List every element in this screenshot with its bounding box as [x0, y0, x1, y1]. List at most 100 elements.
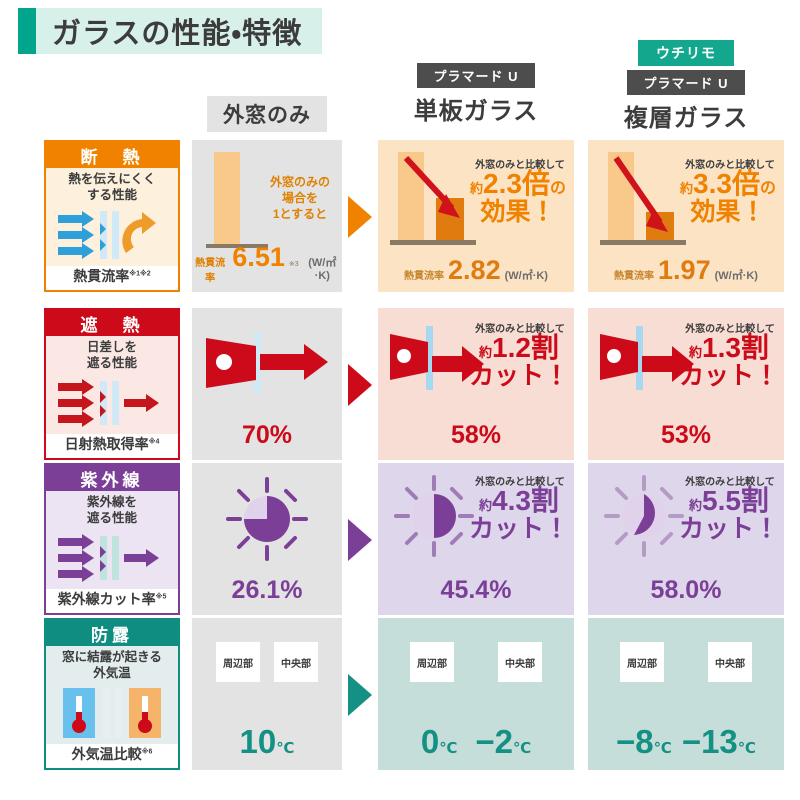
row-label-shading: 遮 熱 日差しを 遮る性能 — [44, 308, 180, 460]
metric-label: 熱貫流率 — [404, 271, 445, 282]
chip-edge: 周辺部 — [410, 642, 454, 682]
row-label-sub: 日差しを 遮る性能 — [86, 340, 137, 370]
bar-chart-baseline: 外窓のみの 場合を 1とすると — [192, 140, 342, 292]
column-header-baseline-label: 外窓のみ — [207, 96, 327, 132]
temp-value-edge: 0℃ — [421, 725, 458, 758]
brand-badge-pramado-u: プラマード U — [627, 70, 745, 95]
cell-insulation-baseline: 外窓のみの 場合を 1とすると 熱貫流率 6.51 ※3 (W/㎡·K) — [192, 140, 342, 292]
chip-center: 中央部 — [708, 642, 752, 682]
row-label-head: 遮 熱 — [46, 310, 178, 336]
row-label-foot-text: 熱貫流率 — [73, 268, 130, 284]
row-label-foot-sup: ※1※2 — [129, 270, 151, 278]
effect-approx: 約 — [470, 181, 484, 196]
arrow-triangle-uv — [348, 519, 372, 561]
row-shading: 遮 熱 日差しを 遮る性能 — [0, 308, 800, 460]
metric-baseline-insulation: 熱貫流率 6.51 ※3 (W/㎡·K) — [192, 242, 342, 285]
row-insulation: 断 熱 熱を伝えにくく する性能 — [0, 140, 800, 292]
title-accent-bar — [18, 8, 36, 54]
row-label-head: 断 熱 — [46, 142, 178, 168]
temp-number: 10 — [239, 723, 277, 760]
row-label-body: 熱を伝えにくく する性能 — [46, 168, 178, 266]
effect-suffix: の — [549, 180, 566, 197]
chip-row-double: 周辺部 中央部 — [588, 642, 784, 682]
effect-number: 5.5割 — [702, 485, 769, 516]
page-title-text: ガラスの性能・特徴 — [52, 18, 303, 50]
temp-degree: ℃ — [512, 740, 532, 757]
row-label-sub: 紫外線を 遮る性能 — [86, 495, 137, 525]
temp-number: −2 — [475, 723, 513, 760]
effect-approx: 約 — [479, 498, 493, 513]
row-label-body: 日差しを 遮る性能 — [46, 336, 178, 434]
effect-number: 2.3倍 — [483, 168, 550, 199]
row-label-head: 防露 — [46, 620, 178, 646]
row-label-foot-text: 外気温比較 — [71, 746, 142, 762]
chip-row-single: 周辺部 中央部 — [378, 642, 574, 682]
row-label-foot: 外気温比較※6 — [46, 744, 178, 768]
column-header-baseline: 外窓のみ — [192, 96, 342, 132]
effect-callout-double: 約1.3割 カット！ — [676, 334, 782, 389]
brand-badge-uchirimo: ウチリモ — [638, 40, 734, 66]
row-label-body: 窓に結露が起きる 外気温 — [46, 646, 178, 744]
row-label-head: 紫外線 — [46, 465, 178, 491]
effect-number: 1.2割 — [492, 332, 559, 363]
effect-callout-single: 約1.2割 カット！ — [466, 334, 572, 389]
brand-badge-pramado-u: プラマード U — [417, 63, 535, 88]
row-label-foot-sup: ※6 — [141, 748, 153, 756]
metric-unit: (W/㎡·K) — [504, 270, 548, 282]
temp-degree: ℃ — [653, 740, 672, 757]
arrow-triangle-shading — [348, 364, 372, 406]
metric-label: 熱貫流率 — [614, 271, 655, 282]
row-label-body: 紫外線を 遮る性能 — [46, 491, 178, 589]
effect-approx: 約 — [689, 498, 703, 513]
cell-condensation-double: 周辺部 中央部 −8℃ −13℃ — [588, 618, 784, 770]
effect-line2: カット！ — [678, 362, 779, 390]
compare-note: 外窓のみと比較して — [685, 160, 775, 171]
temp-number: −8 — [616, 723, 654, 760]
effect-callout-double: 約5.5割 カット！ — [676, 487, 782, 542]
metric-baseline-shading: 70% — [241, 421, 293, 449]
temp-degree: ℃ — [737, 740, 756, 757]
title-band: ガラスの性能・特徴 — [36, 8, 323, 54]
metric-sup: ※3 — [288, 261, 299, 268]
row-label-foot: 紫外線カット率※5 — [46, 589, 178, 613]
solar-block-icon — [46, 371, 178, 434]
row-label-sub: 窓に結露が起きる 外気温 — [62, 650, 162, 680]
temps-baseline: 10℃ — [192, 725, 342, 758]
chip-center: 中央部 — [498, 642, 542, 682]
effect-number: 4.3割 — [492, 485, 559, 516]
temp-value-center: −2℃ — [475, 725, 531, 758]
effect-approx: 約 — [680, 181, 694, 196]
chip-center: 中央部 — [274, 642, 318, 682]
temp-number: 0 — [420, 723, 440, 760]
compare-note: 外窓のみと比較して — [685, 324, 775, 335]
temp-value-baseline: 10℃ — [240, 725, 295, 758]
temp-value-edge: −8℃ — [616, 725, 672, 758]
effect-line2: カット！ — [468, 362, 569, 390]
metric-value: 2.82 — [448, 255, 501, 285]
effect-callout-single: 約4.3割 カット！ — [466, 487, 572, 542]
header-spacer — [378, 40, 574, 63]
effect-number: 3.3倍 — [693, 168, 760, 199]
thermometer-icon — [46, 681, 178, 744]
effect-suffix: の — [759, 180, 776, 197]
metric-value: 1.97 — [658, 255, 711, 285]
arrow-triangle-condensation — [348, 674, 372, 716]
row-label-foot-sup: ※5 — [155, 593, 167, 601]
row-condensation: 防露 窓に結露が起きる 外気温 外気温比較※6 — [0, 618, 800, 770]
column-header-single-name: 単板ガラス — [413, 98, 539, 125]
compare-note: 外窓のみと比較して — [685, 477, 775, 488]
arrow-triangle-insulation — [348, 196, 372, 238]
page-title: ガラスの性能・特徴 — [18, 8, 323, 54]
cell-insulation-double: 外窓のみと比較して 約3.3倍の 効果！ 熱貫流率 1.97 (W/㎡·K) — [588, 140, 784, 292]
cell-condensation-baseline: 周辺部 中央部 10℃ — [192, 618, 342, 770]
temp-value-center: −13℃ — [682, 725, 756, 758]
cell-uv-single: 外窓のみと比較して 約4.3割 カット！ 45.4% — [378, 463, 574, 615]
effect-line2: 効果！ — [480, 198, 556, 226]
metric-single-insulation: 熱貫流率 2.82 (W/㎡·K) — [378, 257, 574, 284]
uv-block-icon — [46, 526, 178, 589]
compare-note: 外窓のみと比較して — [475, 324, 565, 335]
metric-double-uv: 58.0% — [650, 576, 722, 604]
metric-value: 6.51 — [232, 242, 285, 272]
cell-condensation-single: 周辺部 中央部 0℃ −2℃ — [378, 618, 574, 770]
metric-single-shading: 58% — [450, 421, 502, 449]
